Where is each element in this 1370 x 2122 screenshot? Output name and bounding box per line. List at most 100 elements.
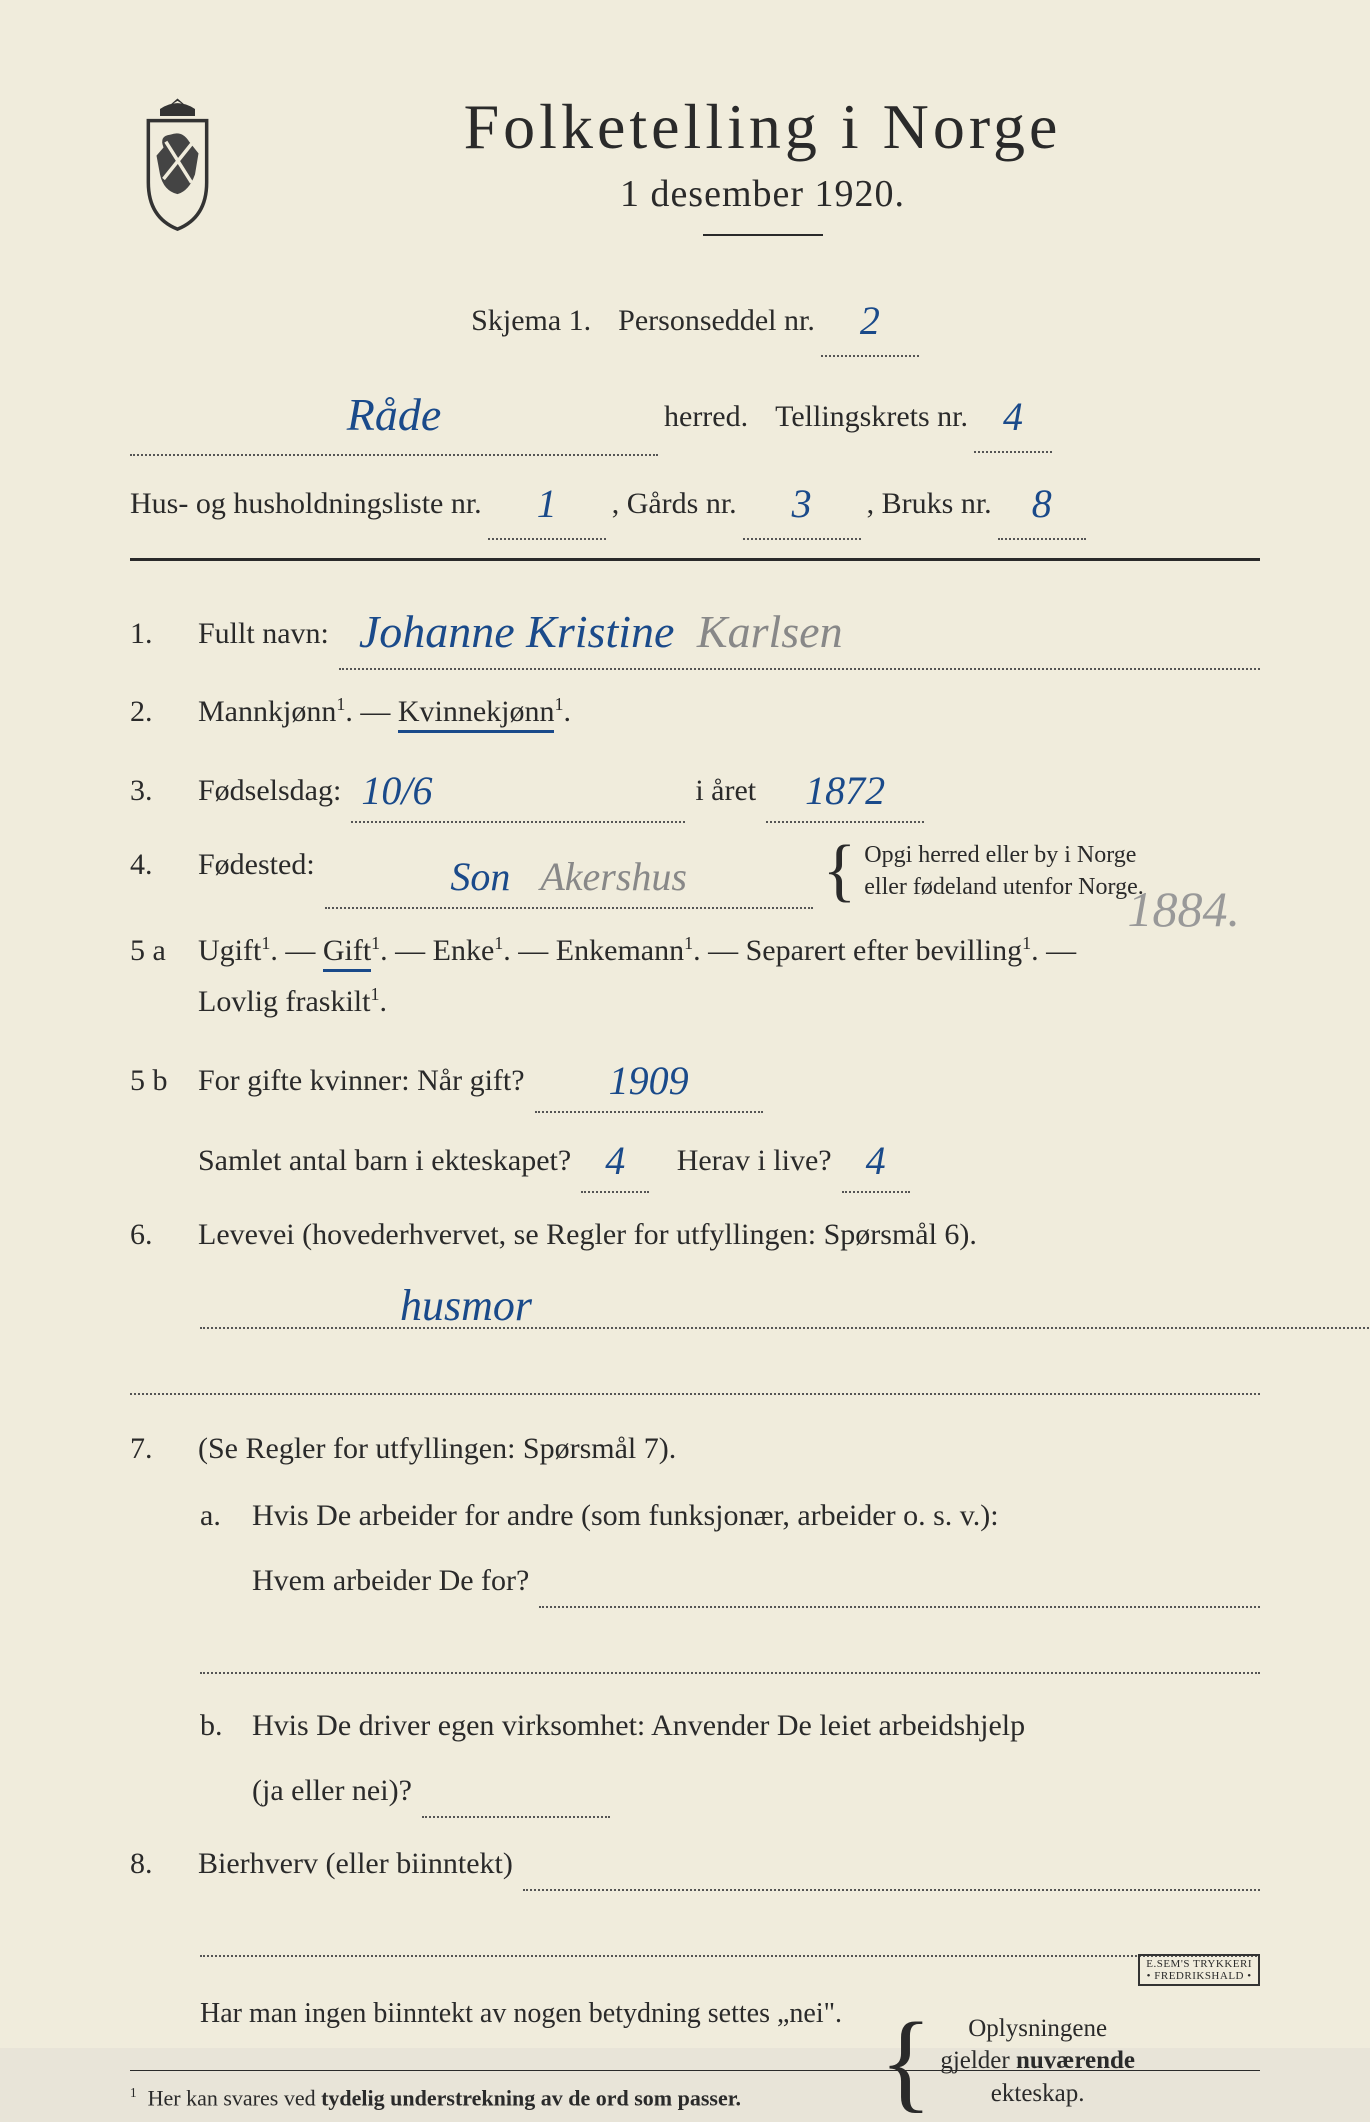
- title-rule: [703, 234, 823, 236]
- husliste-line: Hus- og husholdningsliste nr. 1 , Gårds …: [130, 462, 1260, 540]
- gards-field: 3: [743, 462, 861, 540]
- q5a-enkemann: Enkemann: [556, 934, 684, 967]
- title-block: Folketelling i Norge 1 desember 1920.: [265, 90, 1260, 264]
- q1-field: Johanne Kristine Karlsen: [339, 589, 1260, 669]
- personseddel-value: 2: [860, 298, 880, 343]
- q7-label: (Se Regler for utfyllingen: Spørsmål 7).: [198, 1432, 676, 1465]
- q5b-label2: Samlet antal barn i ekteskapet?: [198, 1135, 571, 1186]
- q5a-gift-selected: Gift: [323, 934, 371, 972]
- q7b-field: [422, 1765, 610, 1818]
- q4-value: Son: [450, 854, 510, 899]
- q3-day-field: 10/6: [351, 753, 685, 823]
- tellingskrets-value: 4: [1003, 394, 1023, 439]
- q1-value-pencil: Karlsen: [697, 606, 843, 657]
- margin-year: 1884.: [1128, 880, 1241, 938]
- q2: 2. Mannkjønn1. — Kvinnekjønn1.: [130, 686, 1260, 737]
- q7a-line2: [200, 1642, 1260, 1674]
- q5b-barn-field: 4: [581, 1123, 649, 1193]
- q5a-separert: Separert efter bevilling: [746, 934, 1023, 967]
- q7b-text2: (ja eller nei)?: [252, 1765, 412, 1816]
- q4-num: 4.: [130, 839, 186, 890]
- q5b-note2: gjelder nuværende: [940, 2045, 1135, 2078]
- census-form-page: Folketelling i Norge 1 desember 1920. Sk…: [0, 0, 1370, 2048]
- q6-label: Levevei (hovederhvervet, se Regler for u…: [198, 1218, 977, 1251]
- printer-stamp: E.SEM'S TRYKKERI• FREDRIKSHALD •: [1138, 1954, 1260, 1986]
- q2-num: 2.: [130, 686, 186, 737]
- husliste-value: 1: [537, 481, 557, 526]
- q5b-live-field: 4: [842, 1123, 910, 1193]
- q8-line2: [200, 1925, 1260, 1957]
- q4-value-pencil: Akershus: [540, 854, 687, 899]
- skjema-label: Skjema 1.: [471, 292, 591, 349]
- personseddel-field: 2: [821, 279, 919, 357]
- q2-mann: Mannkjønn: [198, 695, 336, 728]
- subtitle: 1 desember 1920.: [265, 172, 1260, 216]
- q6-value: husmor: [400, 1281, 532, 1330]
- q1-label: Fullt navn:: [198, 608, 329, 659]
- q3-mid: i året: [695, 765, 756, 816]
- q3: 3. Fødselsdag: 10/6 i året 1872: [130, 753, 1260, 823]
- husliste-label: Hus- og husholdningsliste nr.: [130, 475, 482, 532]
- q5b-label1: For gifte kvinner: Når gift?: [198, 1055, 525, 1106]
- q6-field: husmor: [200, 1276, 1370, 1329]
- gards-label: , Gårds nr.: [612, 475, 737, 532]
- q7-num: 7.: [130, 1423, 186, 1474]
- q3-year-field: 1872: [766, 753, 924, 823]
- q3-label: Fødselsdag:: [198, 765, 341, 816]
- q4: 4. Fødested: Son Akershus { Opgi herred …: [130, 839, 1260, 909]
- footnote-text: Her kan svares ved tydelig understreknin…: [148, 2085, 741, 2110]
- q1-num: 1.: [130, 608, 186, 659]
- husliste-field: 1: [488, 462, 606, 540]
- brace-icon: {: [823, 853, 857, 888]
- q4-field: Son Akershus: [325, 839, 813, 909]
- q7b-label: b.: [200, 1700, 240, 1751]
- divider-1: [130, 558, 1260, 561]
- q5a-num: 5 a: [130, 925, 186, 976]
- herred-label: herred.: [664, 388, 748, 445]
- q5a-lovlig: Lovlig fraskilt: [198, 985, 370, 1018]
- q5b-barn-value: 4: [605, 1138, 625, 1183]
- q7b: b. Hvis De driver egen virksomhet: Anven…: [200, 1700, 1260, 1818]
- q5b-num: 5 b: [130, 1055, 186, 1106]
- brace-icon: {: [880, 2034, 933, 2089]
- bruks-field: 8: [998, 462, 1086, 540]
- q1-value: Johanne Kristine: [359, 606, 675, 657]
- q8-field: [523, 1838, 1260, 1891]
- q7a-field: [539, 1555, 1260, 1608]
- q5a-ugift: Ugift: [198, 934, 261, 967]
- q5b-label3: Herav i live?: [677, 1135, 832, 1186]
- skjema-line: Skjema 1. Personseddel nr. 2: [130, 279, 1260, 357]
- q7a-text1: Hvis De arbeider for andre (som funksjon…: [252, 1490, 1260, 1541]
- q5b-side-note: { Oplysningene gjelder nuværende ekteska…: [880, 2013, 1136, 2111]
- q4-label: Fødested:: [198, 839, 315, 890]
- bruks-value: 8: [1032, 481, 1052, 526]
- q8-num: 8.: [130, 1838, 186, 1889]
- gards-value: 3: [792, 481, 812, 526]
- q7a-text2: Hvem arbeider De for?: [252, 1555, 529, 1606]
- q3-year-value: 1872: [805, 768, 885, 813]
- bruks-label: , Bruks nr.: [867, 475, 992, 532]
- q7a-label: a.: [200, 1490, 240, 1541]
- q5a-enke: Enke: [433, 934, 495, 967]
- herred-line: Råde herred. Tellingskrets nr. 4: [130, 367, 1260, 456]
- coat-of-arms-icon: [130, 95, 225, 235]
- q2-kvinne-selected: Kvinnekjønn: [398, 695, 555, 733]
- q8-label: Bierhverv (eller biinntekt): [198, 1838, 513, 1889]
- herred-value: Råde: [347, 389, 442, 440]
- q5b: 5 b For gifte kvinner: Når gift? 1909 Sa…: [130, 1043, 1260, 1193]
- q3-day-value: 10/6: [361, 768, 432, 813]
- q7b-text1: Hvis De driver egen virksomhet: Anvender…: [252, 1700, 1260, 1751]
- q4-note-group: { Opgi herred eller by i Norge eller fød…: [823, 839, 1144, 904]
- q5b-year-value: 1909: [609, 1058, 689, 1103]
- header: Folketelling i Norge 1 desember 1920.: [130, 90, 1260, 264]
- q4-note: Opgi herred eller by i Norge eller fødel…: [864, 839, 1143, 904]
- tellingskrets-label: Tellingskrets nr.: [775, 388, 968, 445]
- q6-num: 6.: [130, 1209, 186, 1260]
- q8: 8. Bierhverv (eller biinntekt): [130, 1838, 1260, 1891]
- q7a: a. Hvis De arbeider for andre (som funks…: [200, 1490, 1260, 1608]
- tellingskrets-field: 4: [974, 375, 1052, 453]
- main-title: Folketelling i Norge: [265, 90, 1260, 164]
- q7: 7. (Se Regler for utfyllingen: Spørsmål …: [130, 1423, 1260, 1474]
- q5b-year-field: 1909: [535, 1043, 763, 1113]
- herred-field: Råde: [130, 367, 658, 456]
